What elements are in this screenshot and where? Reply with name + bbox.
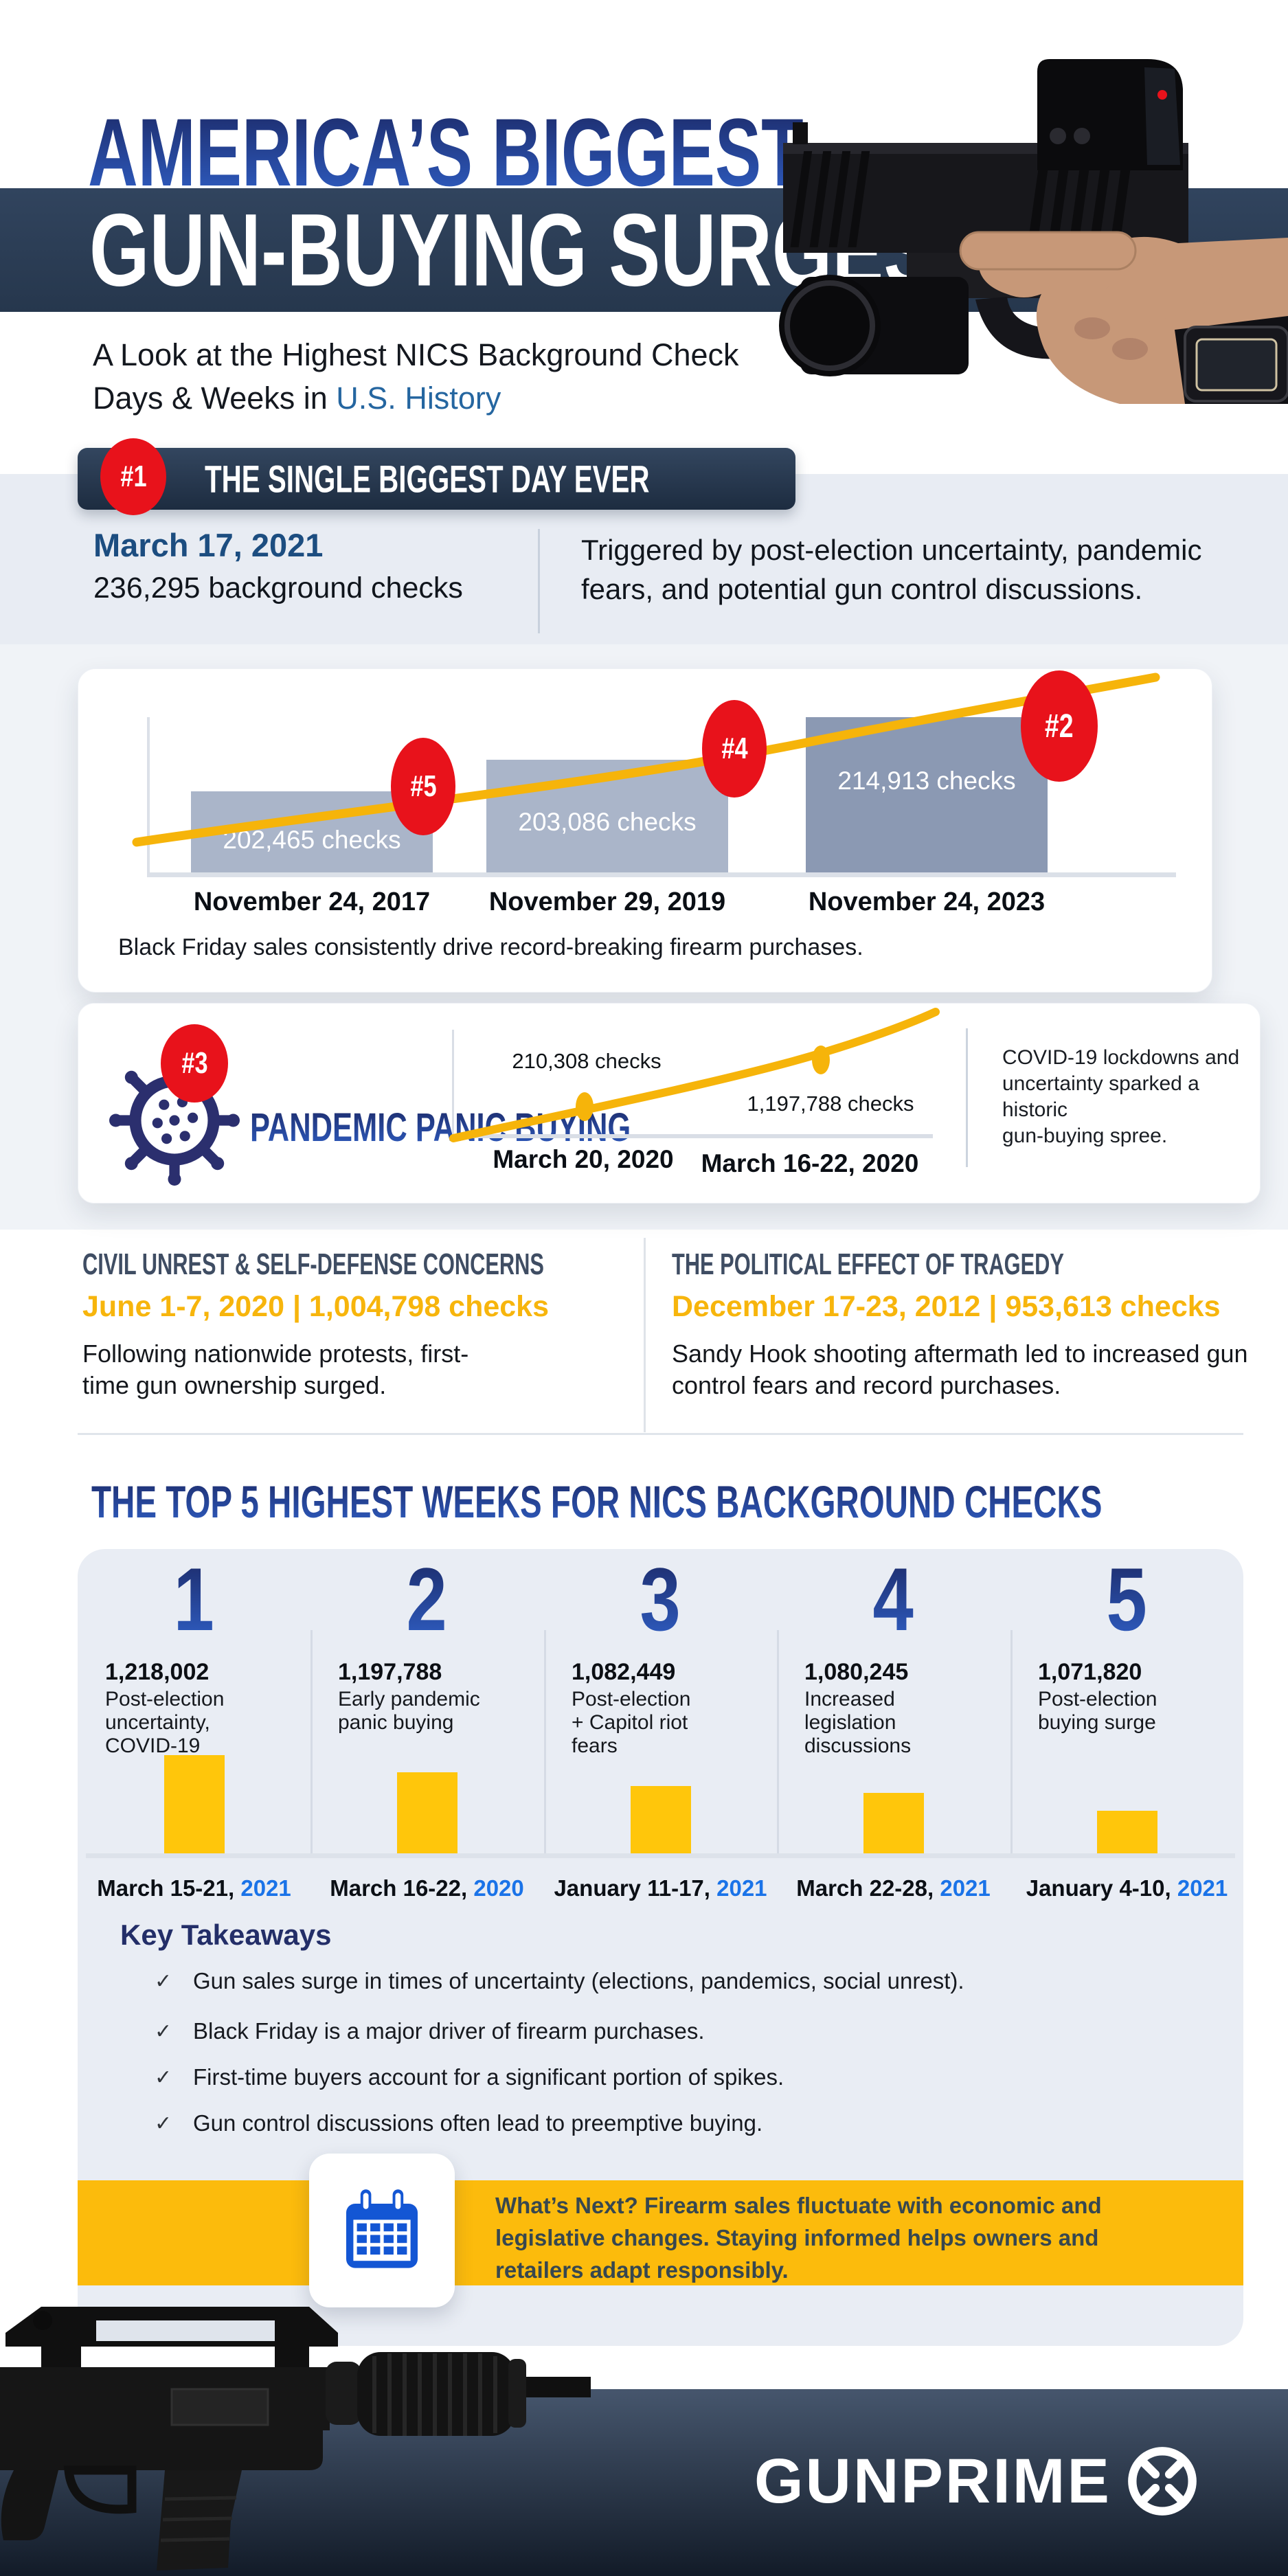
top5-card: 1 1,218,002 Post-election uncertainty, C… [78, 1549, 1243, 2346]
rank-badge-3: #3 [161, 1024, 228, 1103]
rifle-photo [0, 2307, 591, 2571]
pandemic-description: COVID-19 lockdowns and uncertainty spark… [1002, 1046, 1240, 1147]
black-friday-chart-card: 202,465 checks 203,086 checks 214,913 ch… [78, 668, 1212, 993]
rank-badge-2: #2 [1021, 670, 1098, 782]
column-divider [310, 1630, 313, 1857]
check-icon: ✓ [155, 2112, 172, 2135]
rank-badge-5: #5 [391, 738, 455, 835]
takeaway-bullet-1: Gun sales surge in times of uncertainty … [193, 1968, 964, 1993]
pandemic-point2-label: 1,197,788 checks [747, 1092, 914, 1116]
week-bar-5 [1097, 1811, 1157, 1853]
week-date-3: January 11-17, 2021 [554, 1875, 767, 1901]
event-civil-unrest-stat: June 1-7, 2020 | 1,004,798 checks [82, 1290, 550, 1323]
pandemic-point1-date: March 20, 2020 [493, 1145, 674, 1173]
week-value-4: 1,080,245 [804, 1659, 909, 1685]
bar-2023: 214,913 checks [806, 717, 1048, 872]
calendar-icon [346, 2189, 418, 2268]
bar-2017-label: 202,465 checks [223, 826, 401, 854]
pandemic-point2-date: March 16-22, 2020 [701, 1149, 919, 1177]
event-tragedy-title: THE POLITICAL EFFECT OF TRAGEDY [672, 1247, 1064, 1281]
week-bar-1 [164, 1755, 225, 1853]
week-bar-4 [863, 1793, 924, 1853]
mini-y-axis [452, 1030, 454, 1138]
subtitle-highlight: U.S. History [336, 381, 501, 416]
week-value-1: 1,218,002 [105, 1659, 210, 1685]
column-divider [777, 1630, 779, 1857]
page-title: AMERICA’S BIGGEST [88, 98, 804, 206]
rank-badge-1: #1 [100, 438, 166, 515]
brand-logo: GUNPRIME [754, 2443, 1201, 2520]
section1-header-bar: THE SINGLE BIGGEST DAY EVER [78, 448, 795, 510]
events-divider [644, 1238, 646, 1432]
week-date-1: March 15-21, 2021 [97, 1875, 291, 1901]
bar-2019-label: 203,086 checks [518, 808, 697, 836]
black-friday-caption: Black Friday sales consistently drive re… [118, 934, 863, 960]
data-point-1 [576, 1092, 594, 1121]
top5-baseline [86, 1853, 1235, 1858]
single-day-description: Triggered by post-election uncertainty, … [581, 534, 1202, 605]
week-date-2: March 16-22, 2020 [330, 1875, 524, 1901]
single-day-checks: 236,295 background checks [93, 572, 463, 605]
rank-badge-4: #4 [702, 700, 767, 798]
takeaway-bullet-4: Gun control discussions often lead to pr… [193, 2110, 763, 2136]
week-description-4: Increased legislation discussions [804, 1688, 912, 1757]
event-tragedy-description: Sandy Hook shooting aftermath led to inc… [672, 1340, 1248, 1399]
data-point-2 [812, 1046, 830, 1074]
pandemic-point1-label: 210,308 checks [512, 1049, 662, 1073]
bar-2017-date: November 24, 2017 [193, 888, 431, 916]
week-bar-2 [397, 1772, 457, 1853]
mini-x-axis [452, 1134, 933, 1138]
section-rule [78, 1433, 1243, 1435]
rank-number-1: 1 [173, 1549, 215, 1649]
pandemic-card: #3 PANDEMIC PANIC BUYING 210,308 checks … [78, 1003, 1261, 1204]
week-description-3: Post-election + Capitol riot fears [572, 1688, 691, 1757]
event-civil-unrest-description: Following nationwide protests, first- ti… [82, 1340, 469, 1399]
column-divider [544, 1630, 546, 1857]
rank-number-2: 2 [406, 1549, 448, 1649]
section1-header: THE SINGLE BIGGEST DAY EVER [205, 457, 650, 501]
check-icon: ✓ [155, 1970, 172, 1993]
subtitle: A Look at the Highest NICS Background Ch… [93, 333, 951, 420]
rank-number-3: 3 [640, 1549, 681, 1649]
check-icon: ✓ [155, 2066, 172, 2089]
week-value-5: 1,071,820 [1038, 1659, 1142, 1685]
whats-next-banner [78, 2180, 1243, 2285]
rank-number-5: 5 [1106, 1549, 1148, 1649]
x-axis [147, 872, 1176, 877]
column-divider [1010, 1630, 1013, 1857]
week-date-4: March 22-28, 2021 [796, 1875, 991, 1901]
week-value-2: 1,197,788 [338, 1659, 442, 1685]
y-axis [147, 717, 150, 877]
calendar-tile [309, 2154, 455, 2307]
brand-name: GUNPRIME [754, 2445, 1111, 2516]
check-icon: ✓ [155, 2020, 172, 2043]
takeaway-bullet-2: Black Friday is a major driver of firear… [193, 2018, 705, 2044]
week-description-5: Post-election buying surge [1038, 1688, 1157, 1734]
week-value-3: 1,082,449 [572, 1659, 676, 1685]
week-description-2: Early pandemic panic buying [338, 1688, 480, 1734]
takeaway-bullet-3: First-time buyers account for a signific… [193, 2064, 784, 2090]
bar-2019-date: November 29, 2019 [488, 888, 726, 916]
week-description-1: Post-election uncertainty, COVID-19 [105, 1688, 225, 1757]
event-civil-unrest-title: CIVIL UNREST & SELF-DEFENSE CONCERNS [82, 1247, 544, 1281]
subtitle-text: A Look at the Highest NICS Background Ch… [93, 337, 739, 416]
whats-next-text: What’s Next? Firearm sales fluctuate wit… [495, 2193, 1102, 2283]
bar-2023-label: 214,913 checks [837, 767, 1016, 795]
event-tragedy-stat: December 17-23, 2012 | 953,613 checks [672, 1290, 1221, 1323]
pandemic-curve [449, 1008, 940, 1142]
pandemic-divider [966, 1028, 968, 1167]
week-date-5: January 4-10, 2021 [1026, 1875, 1228, 1901]
week-bar-3 [631, 1786, 691, 1853]
single-day-date: March 17, 2021 [93, 527, 324, 563]
top5-title: THE TOP 5 HIGHEST WEEKS FOR NICS BACKGRO… [91, 1476, 1103, 1527]
handgun-photo [779, 59, 1288, 404]
rank-number-4: 4 [872, 1549, 914, 1649]
bar-2023-date: November 24, 2023 [808, 888, 1046, 916]
key-takeaways-title: Key Takeaways [120, 1919, 332, 1951]
scope-crosshair-icon [1127, 2447, 1197, 2516]
single-day-divider [538, 529, 540, 633]
